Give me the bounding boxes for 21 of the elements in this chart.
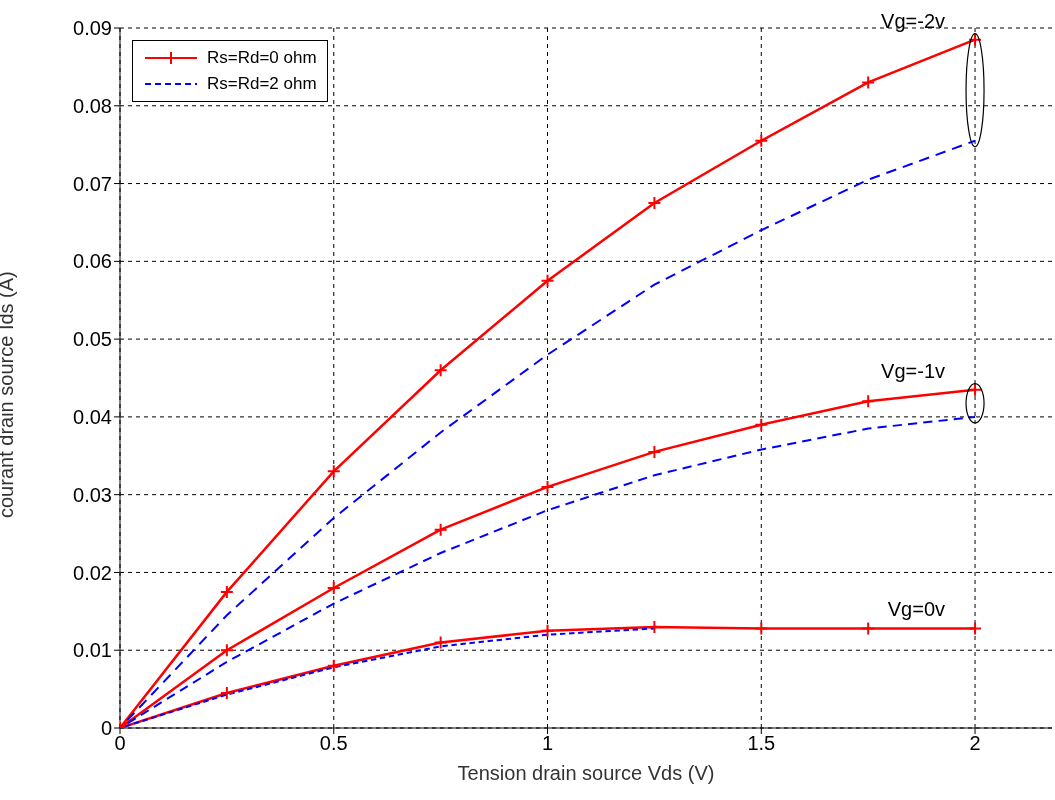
y-tick-label: 0.09	[73, 17, 112, 40]
annotation: Vg=0v	[887, 598, 946, 621]
y-tick-label: 0.04	[73, 405, 112, 428]
y-tick-label: 0.06	[73, 250, 112, 273]
x-tick-label: 1	[541, 732, 554, 755]
y-tick-label: 0.03	[73, 483, 112, 506]
y-tick-label: 0.02	[73, 561, 112, 584]
y-tick-label: 0.08	[73, 94, 112, 117]
legend-label: Rs=Rd=2 ohm	[207, 74, 317, 94]
x-tick-label: 0	[114, 732, 126, 755]
x-tick-label: 0.5	[319, 732, 348, 755]
y-tick-label: 0.07	[73, 172, 112, 195]
y-tick-label: 0.05	[73, 328, 112, 351]
x-tick-label: 2	[969, 732, 981, 755]
x-tick-label: 1.5	[747, 732, 776, 755]
legend-label: Rs=Rd=0 ohm	[207, 48, 317, 68]
y-tick-label: 0.01	[73, 639, 112, 662]
annotation: Vg=-1v	[881, 359, 946, 382]
annotation: Vg=-2v	[881, 9, 946, 32]
x-axis-title: Tension drain source Vds (V)	[457, 762, 715, 784]
y-tick-label: 0	[100, 717, 112, 740]
